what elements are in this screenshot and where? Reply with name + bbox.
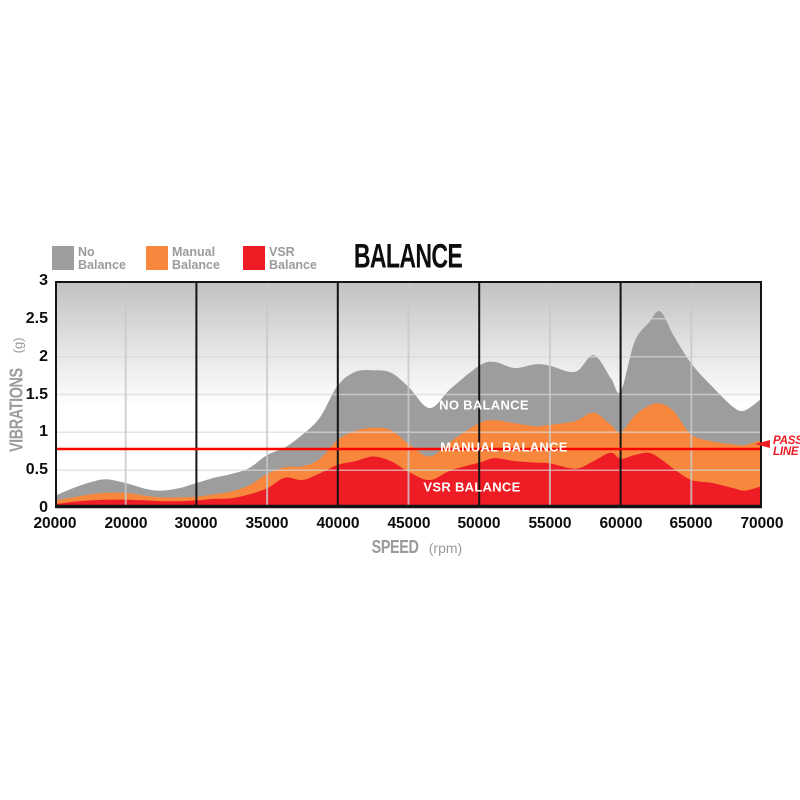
x-tick-label: 50000 <box>457 515 501 532</box>
legend-swatch <box>243 246 265 270</box>
region-label-manual-balance: MANUAL BALANCE <box>440 439 568 455</box>
y-tick-label: 3 <box>39 272 48 289</box>
legend-item-manual: Manual Balance <box>146 246 220 271</box>
legend-label: Manual Balance <box>172 245 220 272</box>
x-tick-label: 40000 <box>316 515 360 532</box>
x-axis-title: SPEED (rpm) <box>366 537 463 558</box>
x-tick-label: 35000 <box>245 515 289 532</box>
y-tick-label: 0 <box>39 499 48 516</box>
legend-item-vsr: VSR Balance <box>243 246 317 271</box>
x-tick-label: 20000 <box>33 515 77 532</box>
x-tick-label: 30000 <box>174 515 218 532</box>
x-tick-label: 60000 <box>599 515 643 532</box>
legend-label: No Balance <box>78 245 126 272</box>
y-tick-label: 2 <box>39 348 48 365</box>
y-tick-label: 0.5 <box>25 461 48 478</box>
legend-swatch <box>146 246 168 270</box>
legend-label: VSR Balance <box>269 245 317 272</box>
legend-swatch <box>52 246 74 270</box>
region-label-no-balance: NO BALANCE <box>439 397 529 413</box>
pass-line-word2: LINE <box>773 445 799 458</box>
x-tick-label: 45000 <box>387 515 431 532</box>
y-tick-label: 1.5 <box>25 386 48 403</box>
x-tick-label: 55000 <box>528 515 572 532</box>
y-tick-label: 2.5 <box>25 310 48 327</box>
x-tick-label: 65000 <box>669 515 713 532</box>
legend-item-no: No Balance <box>52 246 126 271</box>
y-tick-label: 1 <box>39 423 48 440</box>
pass-line-word1: PASS <box>773 435 800 447</box>
x-axis-title-text: SPEED <box>371 537 419 557</box>
x-tick-label: 20000 <box>104 515 148 532</box>
region-label-vsr-balance: VSR BALANCE <box>423 479 521 495</box>
chart-title: BALANCE <box>353 237 463 276</box>
x-axis-unit: (rpm) <box>428 540 463 556</box>
plot-area <box>55 281 762 509</box>
pass-line-label: PASS LINE <box>773 436 800 457</box>
x-tick-label: 70000 <box>740 515 784 532</box>
pass-line-arrow-icon <box>755 440 770 448</box>
